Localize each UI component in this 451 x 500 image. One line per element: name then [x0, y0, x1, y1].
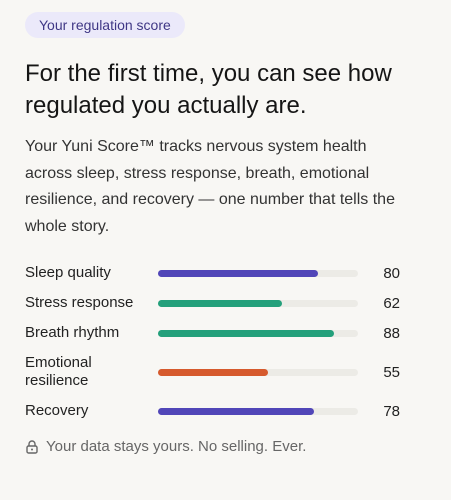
score-row: Emotional resilience 55 — [25, 348, 405, 396]
score-track — [158, 407, 358, 415]
score-label: Emotional resilience — [25, 354, 92, 389]
footer: Your data stays yours. No selling. Ever. — [25, 438, 306, 455]
score-track — [158, 299, 358, 307]
score-value: 88 — [383, 324, 400, 342]
score-track — [158, 368, 358, 376]
score-value: 80 — [383, 264, 400, 282]
score-row: Recovery 78 — [25, 396, 405, 426]
footer-text: Your data stays yours. No selling. Ever. — [46, 438, 307, 455]
score-list: Sleep quality 80 Stress response 62 Breath r… — [25, 258, 405, 426]
score-bar — [158, 269, 318, 277]
score-row: Stress response 62 — [25, 288, 405, 318]
score-bar — [158, 329, 334, 337]
score-row: Breath rhythm 88 — [25, 318, 405, 348]
score-bar — [158, 299, 282, 307]
score-label: Sleep quality — [25, 264, 111, 281]
score-bar — [158, 368, 268, 376]
badge: Your regulation score — [25, 12, 185, 38]
score-value: 78 — [383, 402, 400, 420]
score-label: Stress response — [25, 294, 134, 311]
score-label: Recovery — [25, 402, 89, 419]
score-label: Breath rhythm — [25, 324, 120, 341]
score-value: 55 — [383, 363, 400, 381]
score-track — [158, 329, 358, 337]
score-value: 62 — [383, 294, 400, 312]
score-row: Sleep quality 80 — [25, 258, 405, 288]
score-track — [158, 269, 358, 277]
description: Your Yuni Score™ tracks nervous system h… — [25, 138, 395, 235]
score-bar — [158, 407, 314, 415]
lock-icon — [26, 439, 38, 454]
heading: For the first time, you can see how regu… — [25, 60, 392, 119]
